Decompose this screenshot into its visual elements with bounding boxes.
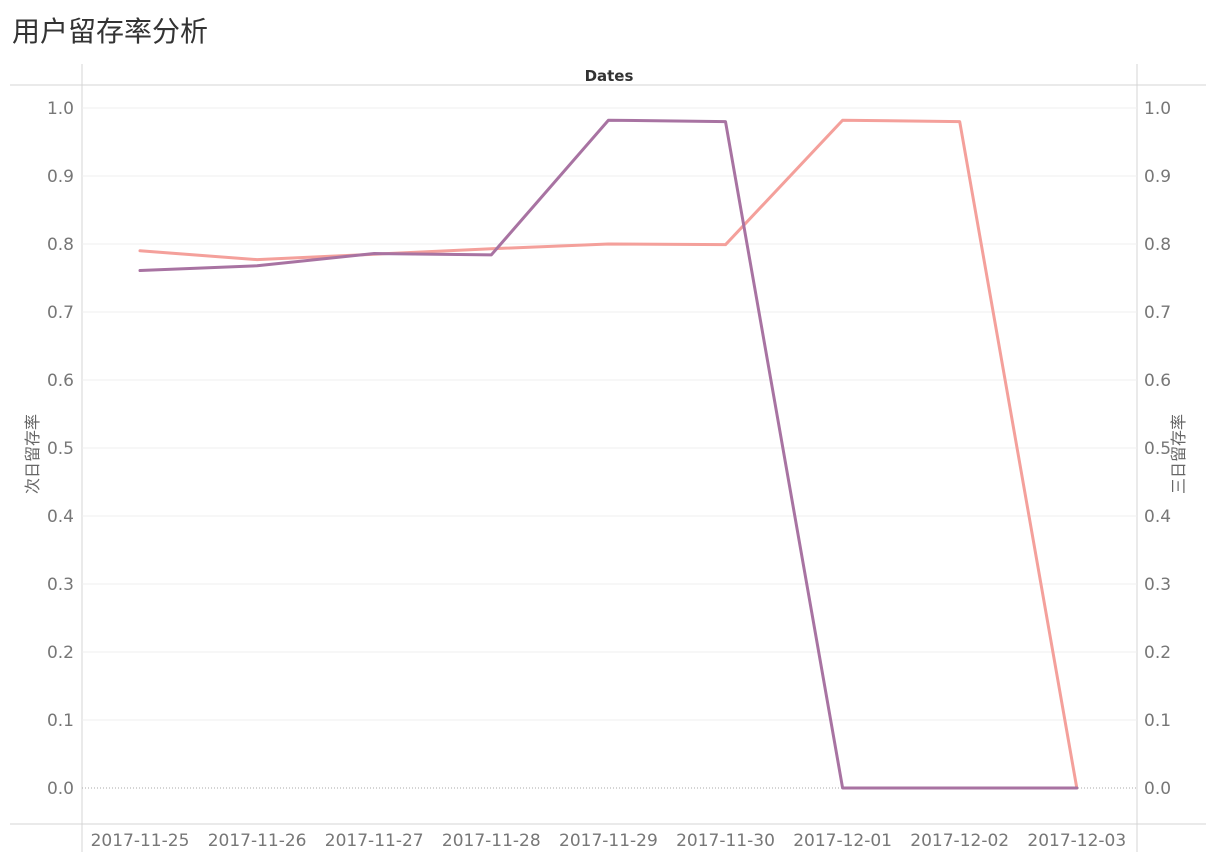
left-tick-label: 0.7 [47,303,74,323]
x-tick-label: 2017-12-03 [1027,831,1126,851]
right-axis-ticks: 0.0 0.1 0.2 0.3 0.4 0.5 0.6 0.7 0.8 0.9 1.0 [1144,99,1171,799]
x-tick-label: 2017-11-28 [442,831,541,851]
right-tick-label: 0.6 [1144,371,1171,391]
right-tick-label: 0.9 [1144,167,1171,187]
left-tick-label: 0.5 [47,439,74,459]
series-lines [138,118,1079,790]
chart-title: 用户留存率分析 [12,15,209,48]
left-tick-label: 0.3 [47,575,74,595]
gridlines [82,107,1137,789]
right-tick-label: 0.1 [1144,711,1171,731]
x-header-label: Dates [585,67,634,85]
right-axis-title: 三日留存率 [1169,414,1188,494]
x-tick-label: 2017-11-29 [559,831,658,851]
left-axis-title: 次日留存率 [23,414,42,494]
x-tick-label: 2017-11-30 [676,831,775,851]
right-tick-label: 0.3 [1144,575,1171,595]
right-axis-series-line [138,118,1079,790]
right-tick-label: 0.2 [1144,643,1171,663]
right-tick-label: 1.0 [1144,99,1171,119]
left-tick-label: 0.1 [47,711,74,731]
x-tick-label: 2017-12-01 [793,831,892,851]
right-tick-label: 0.7 [1144,303,1171,323]
chart-frame [10,64,1206,852]
right-tick-label: 0.8 [1144,235,1171,255]
left-tick-label: 0.0 [47,779,74,799]
x-tick-label: 2017-11-25 [91,831,190,851]
right-tick-label: 0.5 [1144,439,1171,459]
left-tick-label: 0.4 [47,507,74,527]
left-tick-label: 0.6 [47,371,74,391]
x-tick-label: 2017-11-27 [325,831,424,851]
x-tick-label: 2017-11-26 [208,831,307,851]
left-tick-label: 0.8 [47,235,74,255]
right-tick-label: 0.4 [1144,507,1171,527]
left-axis-ticks: 0.0 0.1 0.2 0.3 0.4 0.5 0.6 0.7 0.8 0.9 1.0 [47,99,74,799]
left-tick-label: 1.0 [47,99,74,119]
left-tick-label: 0.2 [47,643,74,663]
left-axis-series-line [138,118,1079,790]
x-tick-label: 2017-12-02 [910,831,1009,851]
x-axis-ticks: 2017-11-25 2017-11-26 2017-11-27 2017-11-28… [91,831,1127,851]
right-tick-label: 0.0 [1144,779,1171,799]
left-tick-label: 0.9 [47,167,74,187]
